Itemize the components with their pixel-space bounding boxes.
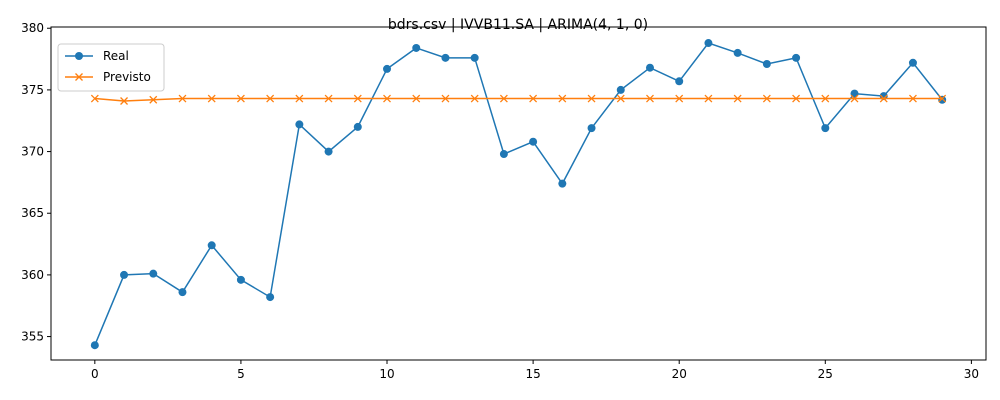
legend: Real Previsto bbox=[57, 43, 165, 92]
data-point bbox=[704, 39, 713, 48]
data-point bbox=[207, 241, 216, 250]
data-point bbox=[149, 269, 158, 278]
data-point bbox=[646, 94, 654, 103]
data-point bbox=[266, 94, 275, 103]
chart-title: bdrs.csv | IVVB11.SA | ARIMA(4, 1, 0) bbox=[388, 17, 648, 33]
y-tick-label: 375 bbox=[21, 83, 44, 97]
data-point bbox=[295, 120, 304, 129]
data-point bbox=[908, 58, 917, 67]
data-point bbox=[236, 275, 245, 284]
y-tick-label: 370 bbox=[21, 145, 44, 159]
x-tick-label: 25 bbox=[818, 367, 833, 381]
data-point bbox=[499, 150, 508, 159]
legend-label: Real bbox=[103, 49, 129, 63]
x-tick-label: 15 bbox=[525, 367, 540, 381]
data-point bbox=[879, 94, 888, 103]
data-point bbox=[324, 94, 333, 103]
x-tick-label: 0 bbox=[91, 367, 99, 381]
data-point bbox=[616, 85, 625, 94]
legend-marker bbox=[75, 52, 83, 60]
data-point bbox=[470, 94, 479, 103]
data-point bbox=[675, 77, 684, 86]
data-point bbox=[353, 94, 362, 103]
data-point bbox=[792, 94, 801, 103]
data-point bbox=[149, 95, 158, 104]
y-axis: 355 360 365 370 375 380 bbox=[21, 21, 51, 344]
data-point bbox=[675, 94, 684, 103]
data-point bbox=[558, 94, 567, 103]
series-layer bbox=[90, 39, 947, 350]
data-point bbox=[412, 43, 421, 52]
data-point bbox=[821, 94, 830, 103]
series-line bbox=[94, 42, 943, 346]
data-point bbox=[236, 94, 245, 103]
data-point bbox=[850, 89, 859, 98]
x-tick-label: 20 bbox=[672, 367, 687, 381]
plot-frame bbox=[50, 26, 987, 361]
data-point bbox=[704, 94, 713, 103]
data-point bbox=[558, 179, 567, 188]
data-point bbox=[324, 147, 333, 156]
x-tick-label: 30 bbox=[964, 367, 979, 381]
data-point bbox=[529, 94, 538, 103]
data-point bbox=[90, 341, 99, 350]
data-point bbox=[120, 97, 129, 105]
data-point bbox=[295, 94, 304, 103]
x-axis: 0 5 10 15 20 25 30 bbox=[91, 360, 979, 381]
data-point bbox=[733, 48, 742, 57]
y-tick-label: 355 bbox=[21, 330, 44, 344]
series-real bbox=[90, 39, 947, 350]
data-point bbox=[470, 53, 479, 62]
data-point bbox=[616, 94, 625, 103]
series-line bbox=[94, 97, 943, 102]
legend-marker bbox=[75, 73, 83, 81]
data-point bbox=[499, 94, 508, 103]
data-point bbox=[207, 94, 216, 103]
data-point bbox=[383, 64, 392, 73]
data-point bbox=[821, 124, 830, 133]
data-point bbox=[762, 60, 771, 68]
data-point bbox=[908, 94, 917, 103]
y-tick-label: 380 bbox=[21, 21, 44, 35]
data-point bbox=[645, 63, 654, 72]
series-previsto bbox=[90, 94, 947, 105]
data-point bbox=[850, 94, 859, 103]
x-tick-label: 5 bbox=[237, 367, 245, 381]
data-point bbox=[587, 94, 596, 103]
data-point bbox=[938, 94, 947, 103]
data-point bbox=[529, 137, 538, 146]
data-point bbox=[792, 53, 801, 62]
y-tick-label: 365 bbox=[21, 206, 44, 220]
data-point bbox=[938, 95, 947, 104]
y-tick-label: 360 bbox=[21, 268, 44, 282]
data-point bbox=[587, 124, 596, 133]
data-point bbox=[762, 94, 771, 103]
data-point bbox=[178, 288, 187, 297]
legend-item-real: Real bbox=[65, 49, 129, 63]
data-point bbox=[120, 270, 129, 279]
data-point bbox=[383, 94, 391, 103]
data-point bbox=[441, 94, 450, 103]
data-point bbox=[90, 94, 99, 103]
data-point bbox=[412, 94, 421, 103]
data-point bbox=[733, 94, 742, 103]
legend-item-previsto: Previsto bbox=[65, 70, 151, 84]
data-point bbox=[441, 53, 450, 62]
data-point bbox=[178, 94, 187, 103]
x-tick-label: 10 bbox=[379, 367, 394, 381]
data-point bbox=[266, 293, 275, 302]
legend-label: Previsto bbox=[103, 70, 151, 84]
data-point bbox=[353, 122, 362, 131]
